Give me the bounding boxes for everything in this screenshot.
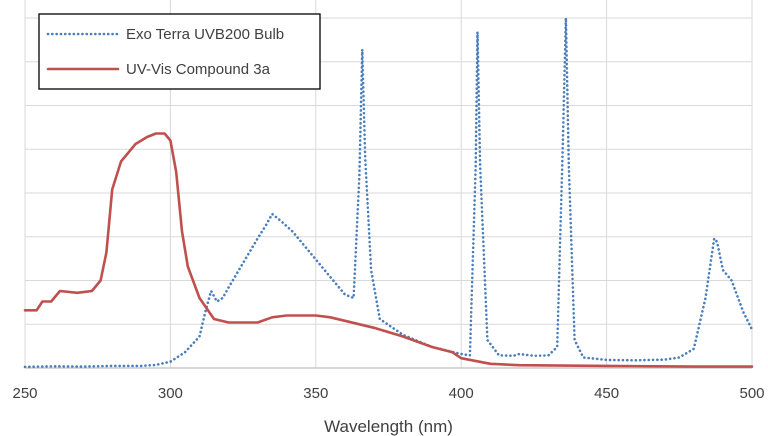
series-line-compound — [23, 132, 754, 368]
x-tick-label: 300 — [158, 385, 183, 402]
x-tick-labels: 250 300 350 400 450 500 — [12, 385, 764, 402]
x-tick-label: 450 — [594, 385, 619, 402]
series-lines — [23, 16, 754, 369]
series-line-bulb — [23, 16, 754, 369]
x-tick-label: 400 — [449, 385, 474, 402]
legend-label-bulb: Exo Terra UVB200 Bulb — [126, 26, 284, 43]
x-axis-title: Wavelength (nm) — [324, 417, 453, 436]
x-tick-label: 350 — [303, 385, 328, 402]
legend-box — [38, 13, 321, 90]
x-tick-label: 500 — [739, 385, 764, 402]
x-tick-label: 250 — [12, 385, 37, 402]
legend-label-compound: UV-Vis Compound 3a — [126, 61, 271, 78]
legend: Exo Terra UVB200 Bulb UV-Vis Compound 3a — [38, 13, 321, 90]
